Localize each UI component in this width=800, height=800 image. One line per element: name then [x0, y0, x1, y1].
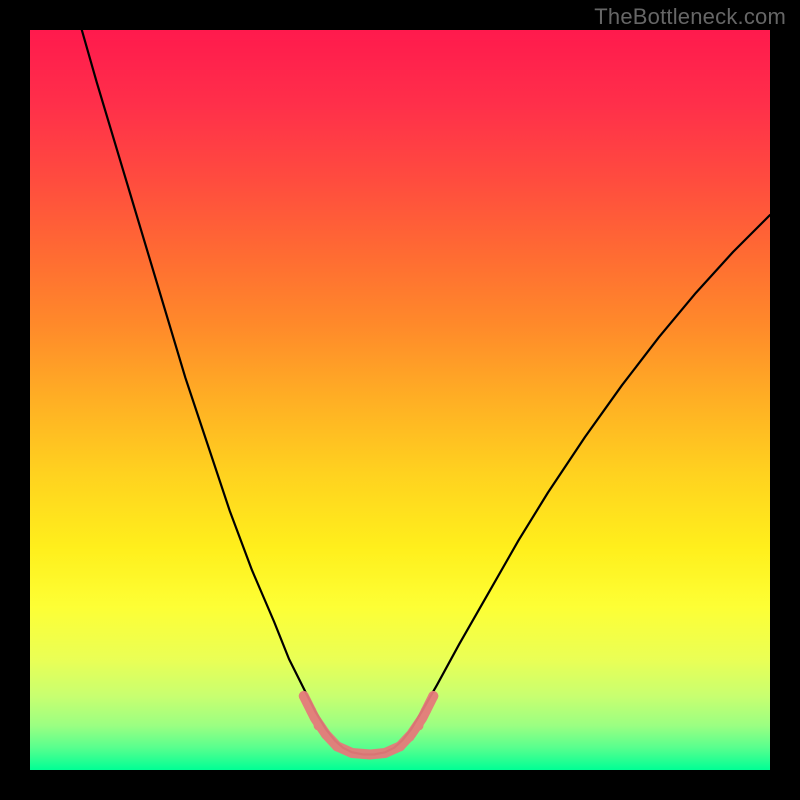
band-dot-1 — [306, 706, 316, 716]
stage: TheBottleneck.com — [0, 0, 800, 800]
band-dot-9 — [405, 732, 415, 742]
band-dot-2 — [314, 721, 324, 731]
band-dot-3 — [321, 729, 331, 739]
band-dot-8 — [395, 741, 405, 751]
band-dot-11 — [421, 706, 431, 716]
plot-area — [30, 30, 770, 770]
band-dot-7 — [380, 748, 390, 758]
plot-svg — [30, 30, 770, 770]
watermark-text: TheBottleneck.com — [594, 4, 786, 30]
band-dot-12 — [428, 691, 438, 701]
band-dot-0 — [299, 691, 309, 701]
gradient-background — [30, 30, 770, 770]
band-dot-6 — [365, 749, 375, 759]
band-dot-4 — [332, 741, 342, 751]
band-dot-10 — [414, 721, 424, 731]
band-dot-5 — [347, 748, 357, 758]
